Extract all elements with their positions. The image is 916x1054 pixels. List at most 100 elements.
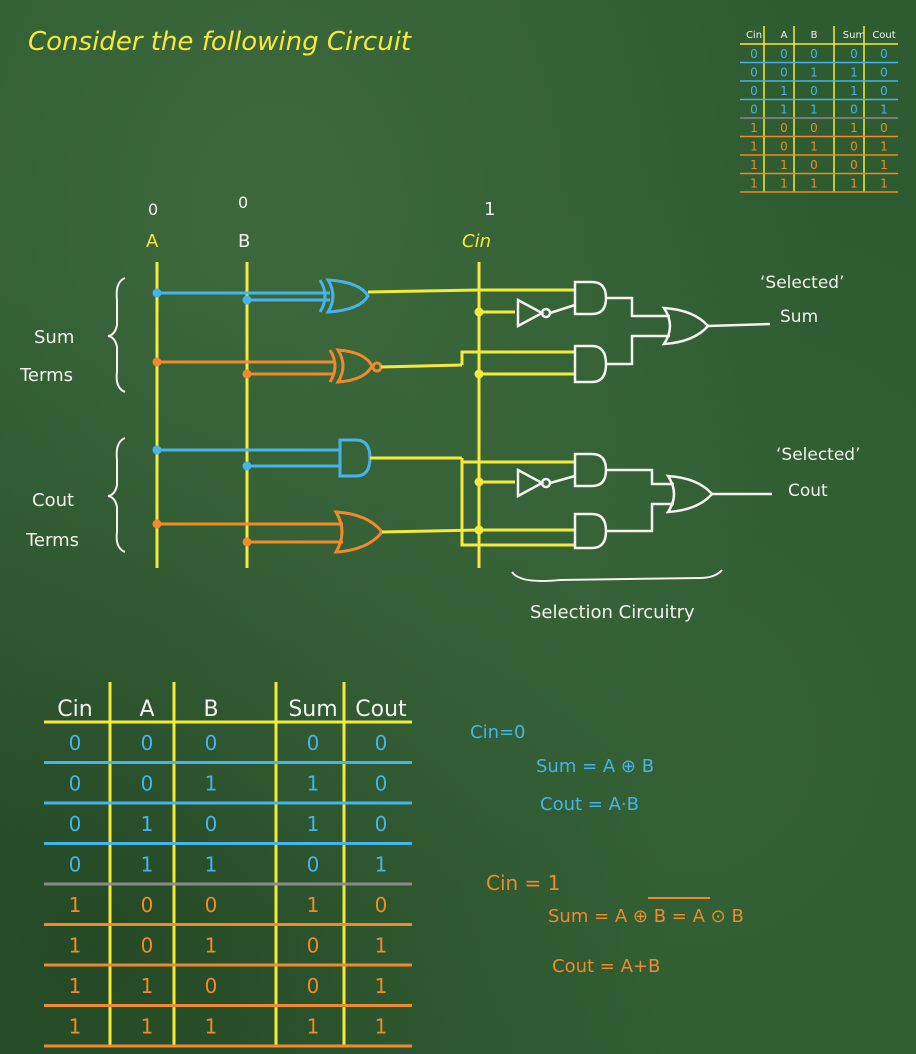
table-cell: 0	[375, 771, 388, 795]
eq-cin0-sum: Sum = A ⊕ B	[536, 756, 654, 777]
table-cell: 0	[780, 121, 788, 135]
eq-cin1: Cin = 1	[486, 871, 560, 895]
table-cell: 1	[307, 893, 320, 917]
cout-terms-label: Cout	[32, 490, 74, 511]
sum-terms-brace	[107, 277, 126, 393]
table-cell: 1	[205, 933, 218, 957]
table-cell: 1	[375, 1014, 388, 1038]
selected-sum-label: ‘Selected’	[760, 273, 845, 293]
table-header: Sum	[288, 697, 337, 722]
table-cell: 1	[850, 65, 858, 79]
not-gate-cout	[516, 467, 545, 499]
or-gate-sum	[661, 306, 710, 346]
table-cell: 1	[850, 121, 858, 135]
table-cell: 0	[375, 893, 388, 917]
table-cell: 0	[69, 852, 82, 876]
table-cell: 0	[307, 852, 320, 876]
and-gate-sum-1	[573, 280, 608, 316]
and-gate-cout-1	[573, 452, 608, 488]
table-cell: 0	[750, 47, 758, 61]
input-buses	[155, 262, 481, 568]
table-cell: 0	[69, 731, 82, 755]
table-header: A	[781, 30, 788, 41]
input-cin-value: 1	[484, 199, 495, 220]
table-cell: 0	[810, 84, 818, 98]
table-cell: 1	[307, 812, 320, 836]
table-cell: 0	[810, 121, 818, 135]
table-cell: 0	[850, 139, 858, 153]
table-cell: 0	[205, 893, 218, 917]
table-cell: 1	[750, 121, 758, 135]
table-cell: 0	[780, 139, 788, 153]
sum-xor-gate	[152, 278, 370, 314]
selected-cout-label-2: Cout	[788, 481, 828, 501]
table-cell: 0	[205, 974, 218, 998]
table-header: A	[139, 697, 154, 722]
input-b-value: 0	[238, 193, 248, 212]
table-cell: 0	[880, 121, 888, 135]
table-cell: 0	[141, 731, 154, 755]
table-cell: 0	[750, 102, 758, 116]
input-cin-label: Cin	[462, 231, 491, 252]
table-header: B	[811, 30, 818, 41]
table-cell: 1	[141, 812, 154, 836]
table-cell: 0	[307, 974, 320, 998]
cout-and-gate	[152, 438, 372, 478]
table-cell: 0	[375, 731, 388, 755]
table-cell: 1	[750, 139, 758, 153]
table-cell: 0	[880, 65, 888, 79]
table-cell: 1	[880, 102, 888, 116]
table-cell: 1	[750, 158, 758, 172]
truth-table-mini: Cin A B Sum Cout 0 0 0 0 0 0 0 1 1 0 0 1 0 1 0 0 1 1 0 1 1 0 0 1 0 1 0 1…	[740, 26, 898, 193]
table-header: Cin	[57, 697, 92, 722]
table-header: Cin	[746, 30, 762, 41]
table-cell: 0	[780, 65, 788, 79]
table-header: Cout	[872, 30, 895, 41]
table-cell: 1	[307, 1014, 320, 1038]
eq-cin1-sum: Sum = A ⊕ B = A ⊙ B	[548, 906, 744, 927]
table-cell: 1	[850, 84, 858, 98]
table-cell: 0	[810, 47, 818, 61]
sum-xnor-gate	[152, 348, 383, 384]
table-cell: 0	[141, 933, 154, 957]
table-cell: 0	[780, 47, 788, 61]
truth-table: Cin A B Sum Cout 0 0 0 0 0 0 0 1 1 0 0 1 0 1 0 0 1 1 0 1 1 0 0 1 0 1 0 1…	[44, 682, 412, 1048]
table-cell: 0	[205, 731, 218, 755]
selected-sum-label-2: Sum	[780, 307, 818, 327]
table-cell: 1	[141, 852, 154, 876]
sum-terms-label: Sum	[34, 327, 74, 348]
page-title: Consider the following Circuit	[28, 27, 412, 57]
and-gate-cout-2	[573, 512, 608, 550]
selection-brace	[511, 569, 723, 582]
or-gate-cout	[665, 474, 714, 514]
table-cell: 0	[205, 812, 218, 836]
cout-or-gate	[152, 510, 384, 554]
and-gate-sum-2	[573, 344, 608, 384]
eq-cin1-cout: Cout = A+B	[552, 956, 660, 977]
table-cell: 1	[205, 771, 218, 795]
selection-wires	[460, 288, 575, 547]
table-cell: 1	[780, 158, 788, 172]
table-cell: 0	[69, 771, 82, 795]
eq-cin0-cout: Cout = A·B	[540, 794, 639, 815]
eq-cin0: Cin=0	[470, 722, 526, 743]
table-cell: 1	[69, 974, 82, 998]
table-cell: 1	[375, 852, 388, 876]
table-cell: 0	[307, 731, 320, 755]
table-cell: 1	[69, 1014, 82, 1038]
table-cell: 0	[141, 893, 154, 917]
table-cell: 0	[880, 47, 888, 61]
table-cell: 1	[375, 933, 388, 957]
table-header: Sum	[843, 30, 865, 41]
table-cell: 1	[69, 933, 82, 957]
table-cell: 1	[141, 1014, 154, 1038]
table-cell: 1	[880, 158, 888, 172]
table-cell: 1	[880, 139, 888, 153]
input-b-label: B	[238, 231, 250, 252]
table-cell: 0	[750, 65, 758, 79]
cout-terms-label-2: Terms	[25, 530, 79, 551]
table-cell: 1	[780, 84, 788, 98]
sum-terms-label-2: Terms	[19, 365, 73, 386]
